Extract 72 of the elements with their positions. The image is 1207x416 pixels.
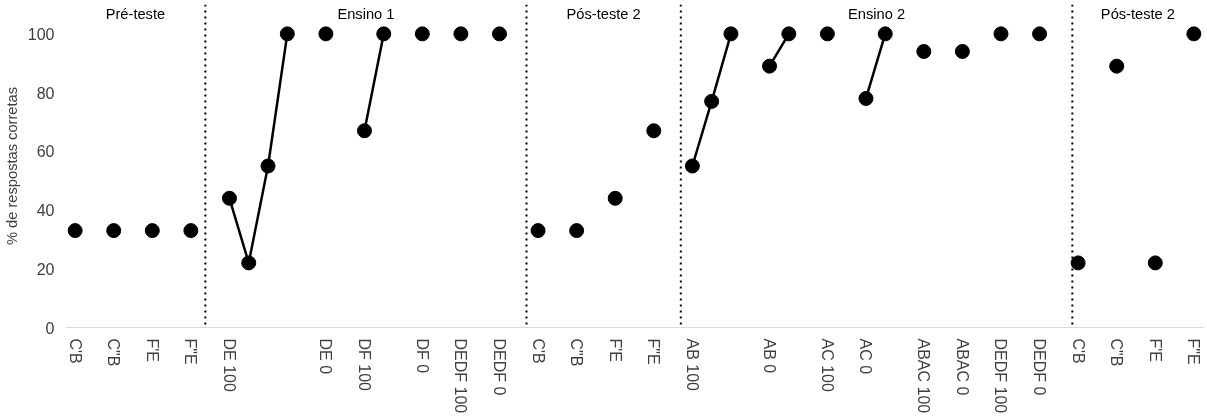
x-tick-label: DEDF 0	[490, 338, 508, 396]
point	[1147, 255, 1163, 271]
x-tick-label: AB 0	[761, 338, 779, 374]
point	[569, 223, 585, 239]
x-tick-label: AB 100	[683, 338, 701, 392]
y-tick-label: 20	[36, 260, 55, 278]
point	[414, 26, 430, 42]
point	[916, 44, 932, 59]
point	[646, 123, 662, 139]
annotation: Pré-teste	[105, 5, 166, 22]
y-tick-label: 60	[36, 143, 55, 161]
point	[67, 223, 83, 239]
annotation: Ensino 2	[848, 5, 906, 22]
point	[762, 58, 778, 74]
x-tick-label: DF 0	[413, 338, 431, 374]
y-tick-label: 0	[45, 319, 55, 337]
x-tick-label: C'B	[1069, 338, 1087, 364]
point	[684, 158, 700, 174]
point	[279, 26, 295, 42]
x-tick-label: DE 0	[317, 338, 335, 375]
point	[1070, 255, 1086, 271]
x-tick-label: C"B	[568, 338, 586, 367]
annotation: Pós-teste 2	[566, 5, 641, 22]
x-tick-label: F"E	[645, 338, 663, 365]
point	[491, 26, 507, 42]
y-tick-label: 40	[36, 202, 55, 220]
point	[318, 26, 334, 42]
point	[858, 90, 874, 106]
x-tick-label: C'B	[529, 338, 547, 364]
x-tick-label: DEDF 100	[992, 338, 1010, 414]
point	[704, 93, 720, 109]
point	[260, 158, 276, 174]
x-tick-label: F"E	[182, 338, 200, 365]
x-tick-label: F'E	[143, 338, 161, 362]
point	[1032, 26, 1048, 42]
x-tick-label: C'B	[66, 338, 84, 364]
point	[530, 223, 546, 239]
point	[376, 26, 392, 42]
point	[877, 26, 893, 42]
point	[1109, 58, 1125, 74]
point	[993, 26, 1009, 42]
x-tick-label: F'E	[606, 338, 624, 362]
point	[1186, 26, 1202, 42]
x-tick-label: C"B	[105, 338, 123, 367]
x-tick-label: AC 0	[857, 338, 875, 375]
y-tick-label: 100	[27, 25, 55, 43]
x-tick-label: DEDF 100	[452, 338, 470, 414]
point	[241, 255, 257, 271]
y-axis-title: % de respostas corretas	[3, 86, 20, 246]
x-tick-label: DE 100	[220, 338, 238, 392]
point	[723, 26, 739, 42]
point	[144, 223, 160, 239]
point	[819, 26, 835, 42]
x-tick-label: F"E	[1185, 338, 1203, 365]
point	[453, 26, 469, 42]
y-tick-label: 80	[36, 84, 55, 102]
x-tick-label: C"B	[1108, 338, 1126, 367]
x-tick-label: ABAC 0	[953, 338, 971, 396]
x-tick-label: AC 100	[818, 338, 836, 392]
x-tick-label: F'E	[1146, 338, 1164, 362]
point	[106, 223, 122, 239]
annotation: Ensino 1	[337, 5, 395, 22]
point	[954, 44, 970, 59]
x-tick-label: DEDF 0	[1031, 338, 1049, 396]
annotation: Pós-teste 2	[1100, 5, 1175, 22]
point	[781, 26, 797, 42]
point	[183, 223, 199, 239]
point	[607, 190, 623, 206]
point	[356, 123, 372, 139]
point	[221, 190, 237, 206]
x-tick-label: ABAC 100	[915, 338, 933, 414]
x-tick-label: DF 100	[355, 338, 373, 392]
